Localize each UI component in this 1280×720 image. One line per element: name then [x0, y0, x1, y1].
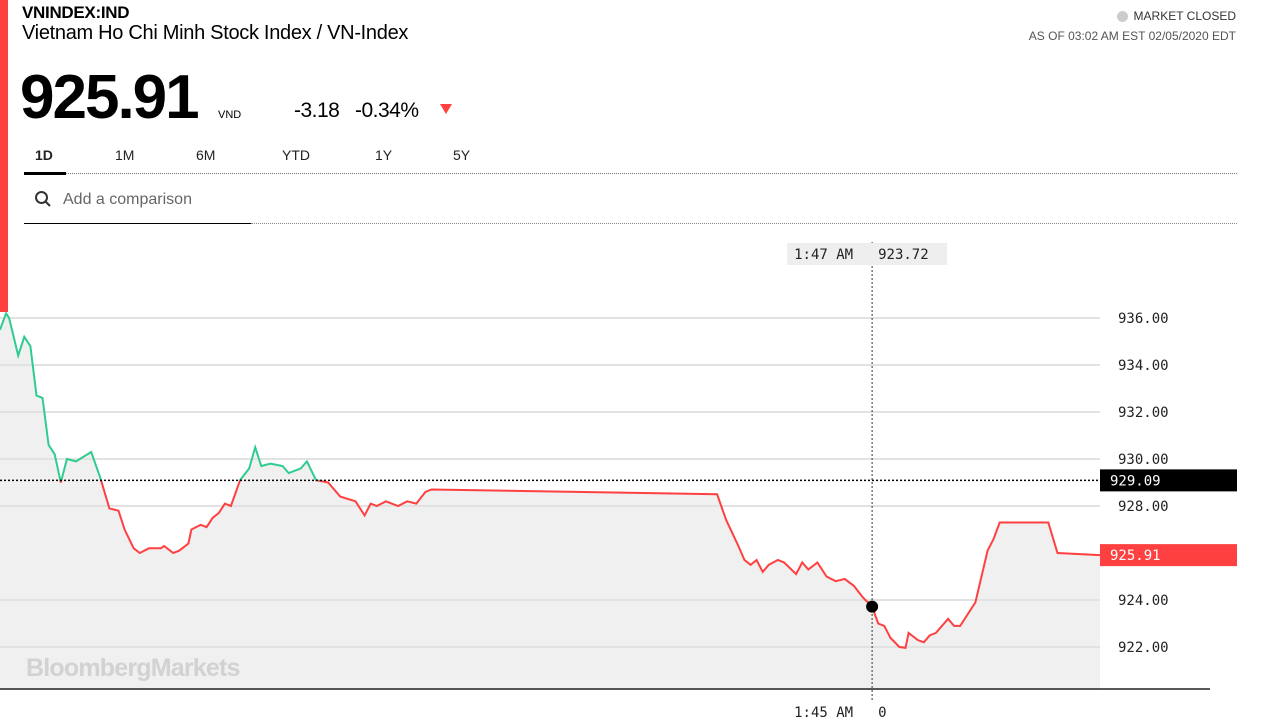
crosshair-time: 1:47 AM [794, 247, 853, 263]
comparison-search-input[interactable]: Add a comparison [24, 185, 251, 224]
axis-value-label: 0 [878, 705, 886, 720]
tab-1m[interactable]: 1M [115, 147, 135, 163]
crosshair-point [866, 600, 879, 613]
y-tick-label: 928.00 [1118, 499, 1169, 515]
ticker-symbol: VNINDEX:IND [22, 3, 130, 22]
tab-divider [24, 173, 1237, 174]
tab-1y[interactable]: 1Y [375, 147, 393, 163]
currency-label: VND [218, 109, 242, 121]
last-price: 925.91 [20, 63, 200, 132]
down-arrow-icon [440, 104, 452, 114]
as-of-timestamp: AS OF 03:02 AM EST 02/05/2020 EDT [1028, 29, 1236, 43]
index-name: Vietnam Ho Chi Minh Stock Index / VN-Ind… [22, 22, 409, 44]
price-change-percent: -0.34% [355, 99, 419, 122]
chart-area-fill [0, 313, 1100, 690]
accent-bar [0, 0, 8, 312]
y-tick-label: 924.00 [1118, 593, 1169, 609]
tab-5y[interactable]: 5Y [453, 147, 471, 163]
bloomberg-markets-logo: BloombergMarkets [26, 654, 240, 682]
last-price-tag [1100, 544, 1237, 567]
crosshair-tooltip [787, 243, 948, 265]
price-line-below-close [59, 480, 1101, 650]
price-change: -3.18 [294, 99, 340, 122]
market-status-label: MARKET CLOSED [1133, 9, 1236, 23]
tab-1d[interactable]: 1D [35, 147, 53, 163]
y-tick-label: 932.00 [1118, 405, 1169, 421]
axis-time-tooltip [787, 702, 894, 720]
y-tick-label: 930.00 [1118, 452, 1169, 468]
tab-6m[interactable]: 6M [196, 147, 216, 163]
tab-ytd[interactable]: YTD [282, 147, 310, 163]
active-tab-indicator [24, 172, 66, 175]
status-dot-icon [1116, 10, 1128, 22]
last-price-label: 925.91 [1110, 548, 1161, 564]
crosshair-value: 923.72 [878, 247, 929, 263]
previous-close-tag [1100, 469, 1237, 492]
market-status: MARKET CLOSED [1116, 9, 1236, 23]
y-tick-label: 936.00 [1118, 311, 1169, 327]
y-tick-label: 922.00 [1118, 640, 1169, 656]
y-tick-label: 934.00 [1118, 358, 1169, 374]
axis-time-label: 1:45 AM [794, 705, 853, 720]
search-placeholder: Add a comparison [63, 191, 192, 208]
search-divider [251, 223, 1237, 224]
previous-close-label: 929.09 [1110, 473, 1161, 489]
search-icon [35, 191, 51, 207]
